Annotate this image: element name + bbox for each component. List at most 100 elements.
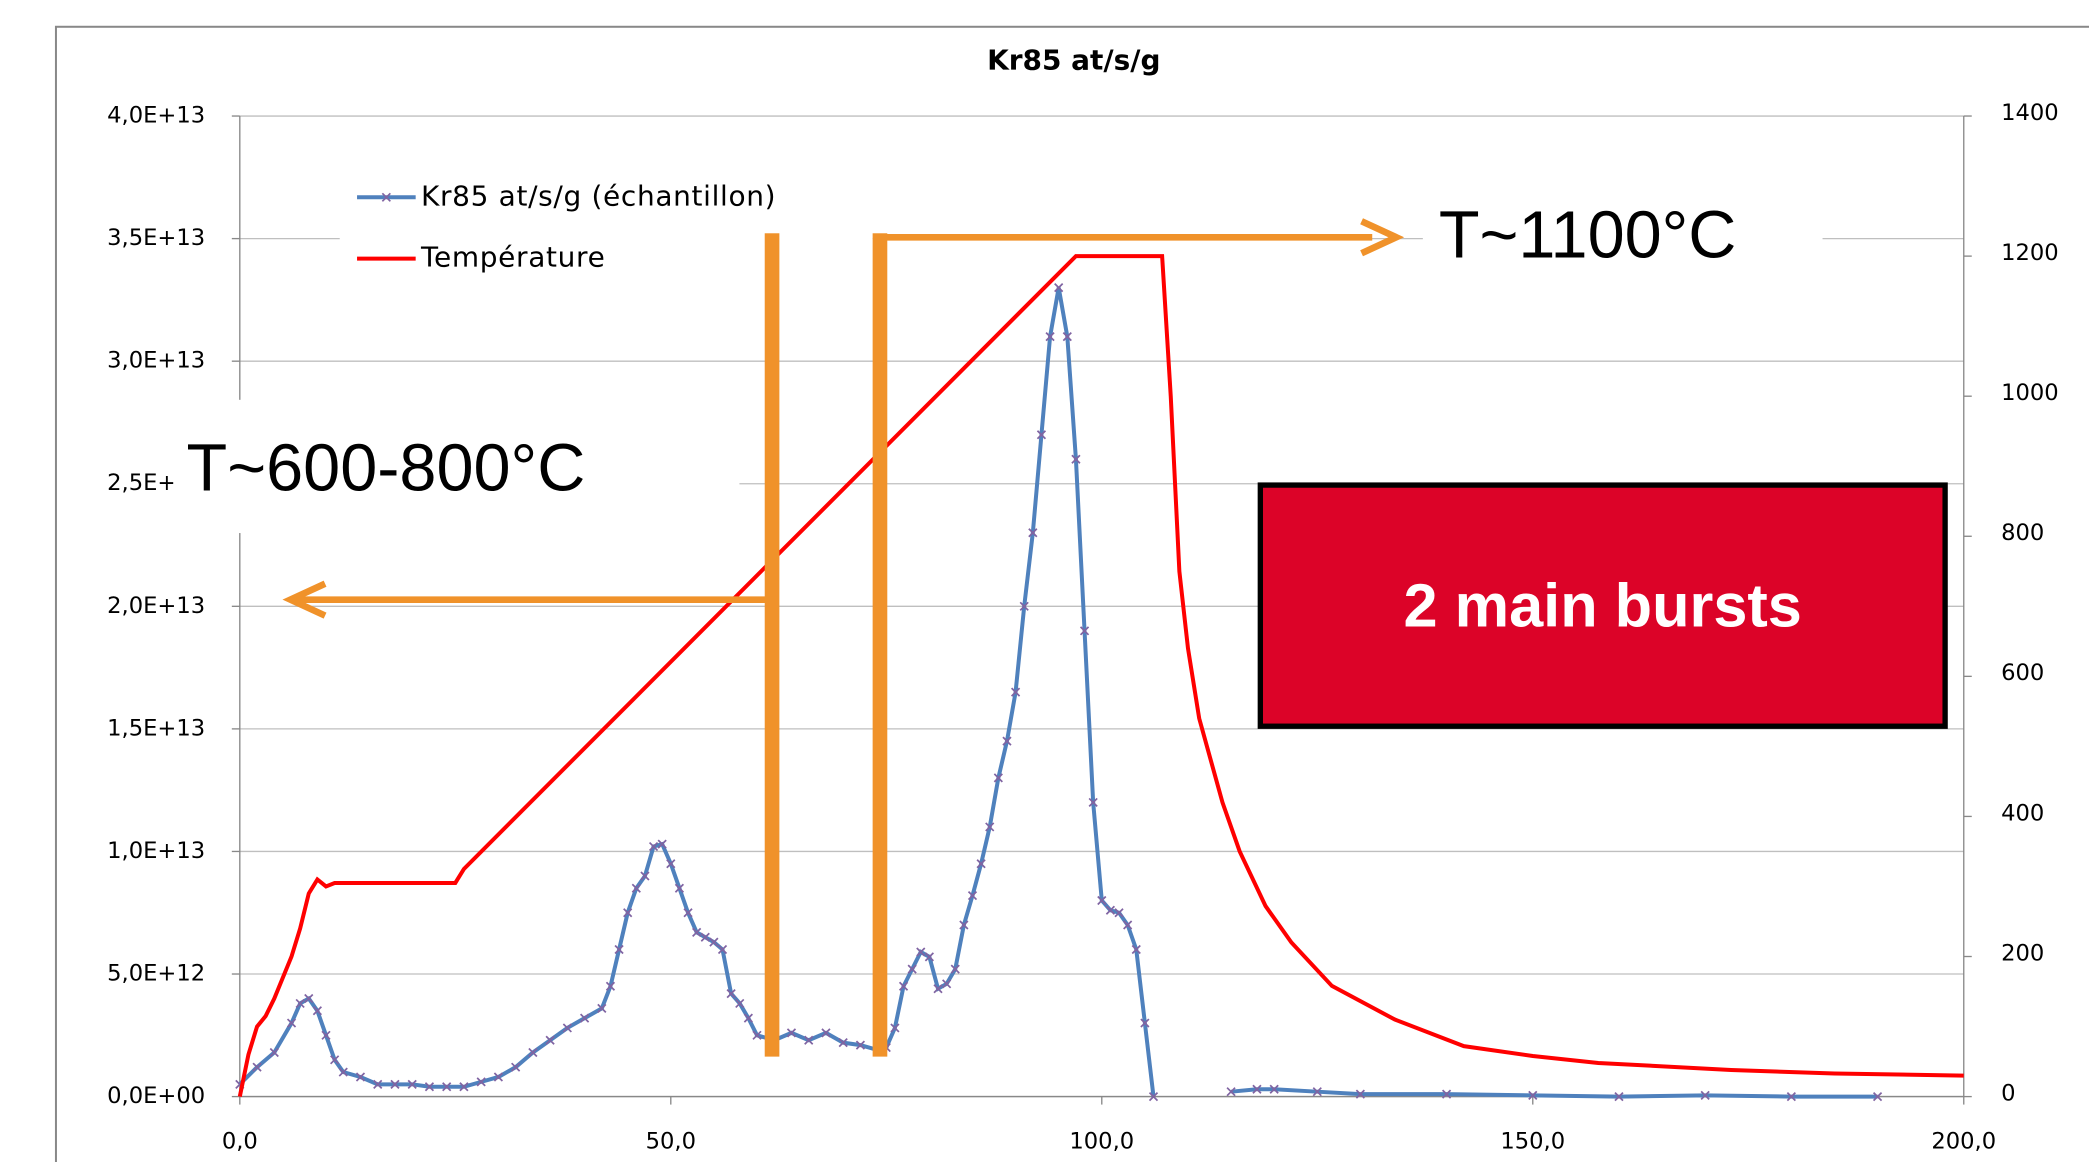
marker xyxy=(1114,908,1124,918)
y-tick-label: 3,5E+13 xyxy=(107,225,205,251)
marker xyxy=(286,1018,297,1028)
marker xyxy=(1062,332,1072,342)
marker xyxy=(545,1035,555,1045)
y2-tick-label: 200 xyxy=(2001,940,2044,966)
y2-tick-label: 800 xyxy=(2001,520,2044,546)
marker xyxy=(1140,1018,1150,1028)
marker xyxy=(1269,1084,1279,1094)
bar-marker xyxy=(872,233,888,1057)
marker xyxy=(1019,601,1029,611)
marker xyxy=(390,1079,400,1089)
marker xyxy=(709,937,719,947)
marker xyxy=(657,839,667,849)
marker xyxy=(1105,905,1116,915)
y2-tick-label: 600 xyxy=(2001,660,2044,686)
y2-tick-label: 0 xyxy=(2001,1080,2015,1106)
marker xyxy=(804,1035,814,1045)
y-tick-label: 5,0E+12 xyxy=(107,961,205,987)
marker xyxy=(1700,1090,1710,1100)
marker xyxy=(252,1062,262,1072)
marker xyxy=(967,890,978,901)
marker xyxy=(631,883,641,893)
x-tick-label: 0,0 xyxy=(222,1128,258,1154)
x-tick-label: 150,0 xyxy=(1500,1128,1565,1154)
marker xyxy=(933,984,943,994)
marker xyxy=(321,1030,331,1040)
marker xyxy=(493,1072,504,1082)
annotation-bg xyxy=(173,399,740,534)
marker xyxy=(1252,1084,1262,1094)
bar-marker xyxy=(764,233,780,1057)
y2-tick-label: 1400 xyxy=(2001,100,2059,126)
y-tick-label: 3,0E+13 xyxy=(107,348,205,374)
marker xyxy=(1528,1090,1538,1100)
marker xyxy=(1071,454,1081,464)
chart-title: Kr85 at/s/g xyxy=(987,43,1160,76)
marker xyxy=(614,944,624,955)
marker xyxy=(1355,1089,1365,1099)
marker xyxy=(528,1047,538,1058)
marker xyxy=(1441,1089,1452,1099)
marker xyxy=(1088,797,1098,808)
callout-box xyxy=(1257,482,1948,729)
marker xyxy=(1614,1091,1624,1102)
marker xyxy=(1010,687,1021,697)
marker xyxy=(890,1023,900,1033)
marker xyxy=(407,1079,417,1089)
marker xyxy=(735,998,745,1009)
marker xyxy=(562,1023,572,1033)
marker xyxy=(1036,430,1047,440)
marker xyxy=(511,1062,521,1072)
marker xyxy=(648,841,659,852)
marker xyxy=(338,1067,348,1077)
y-tick-label: 1,5E+13 xyxy=(107,715,205,741)
marker xyxy=(304,993,314,1004)
annotation-bg xyxy=(1422,199,1823,280)
marker xyxy=(907,964,917,974)
marker xyxy=(717,944,728,955)
marker xyxy=(1054,283,1064,293)
marker xyxy=(1123,920,1133,930)
marker xyxy=(579,1013,590,1023)
legend-label: Température xyxy=(420,241,606,274)
marker xyxy=(623,908,633,918)
marker xyxy=(924,952,935,962)
marker xyxy=(605,981,616,991)
marker xyxy=(916,947,926,957)
marker xyxy=(855,1040,866,1050)
y-tick-label: 4,0E+13 xyxy=(107,103,205,129)
marker xyxy=(726,989,736,999)
marker xyxy=(683,908,693,918)
marker xyxy=(1079,626,1090,636)
marker xyxy=(666,859,676,869)
marker xyxy=(1002,736,1012,746)
marker xyxy=(985,822,995,832)
marker xyxy=(312,1006,322,1016)
annotation: T~600-800°C xyxy=(187,432,586,506)
y2-tick-label: 1000 xyxy=(2001,380,2059,406)
marker xyxy=(692,927,702,937)
legend: Kr85 at/s/g (échantillon) Température xyxy=(339,170,873,286)
y2-tick-label: 1200 xyxy=(2001,240,2059,266)
arrow-head xyxy=(282,580,327,619)
marker xyxy=(640,871,650,881)
marker xyxy=(700,932,710,942)
marker xyxy=(786,1028,797,1038)
y-tick-label: 0,0E+00 xyxy=(107,1083,205,1109)
callout-text: 2 main bursts xyxy=(1404,571,1802,639)
marker xyxy=(1312,1087,1322,1097)
marker xyxy=(424,1082,435,1092)
series-line xyxy=(237,254,1964,1097)
legend-box xyxy=(339,170,873,286)
x-tick-label: 50,0 xyxy=(646,1128,696,1154)
marker xyxy=(976,859,986,869)
marker xyxy=(1148,1091,1159,1102)
marker xyxy=(1045,332,1055,342)
legend-marker xyxy=(381,192,391,202)
x-tick-label: 200,0 xyxy=(1931,1128,1996,1154)
marker xyxy=(459,1082,469,1092)
marker xyxy=(950,964,960,974)
marker xyxy=(1131,944,1141,955)
marker xyxy=(1028,528,1038,538)
marker xyxy=(355,1072,366,1082)
